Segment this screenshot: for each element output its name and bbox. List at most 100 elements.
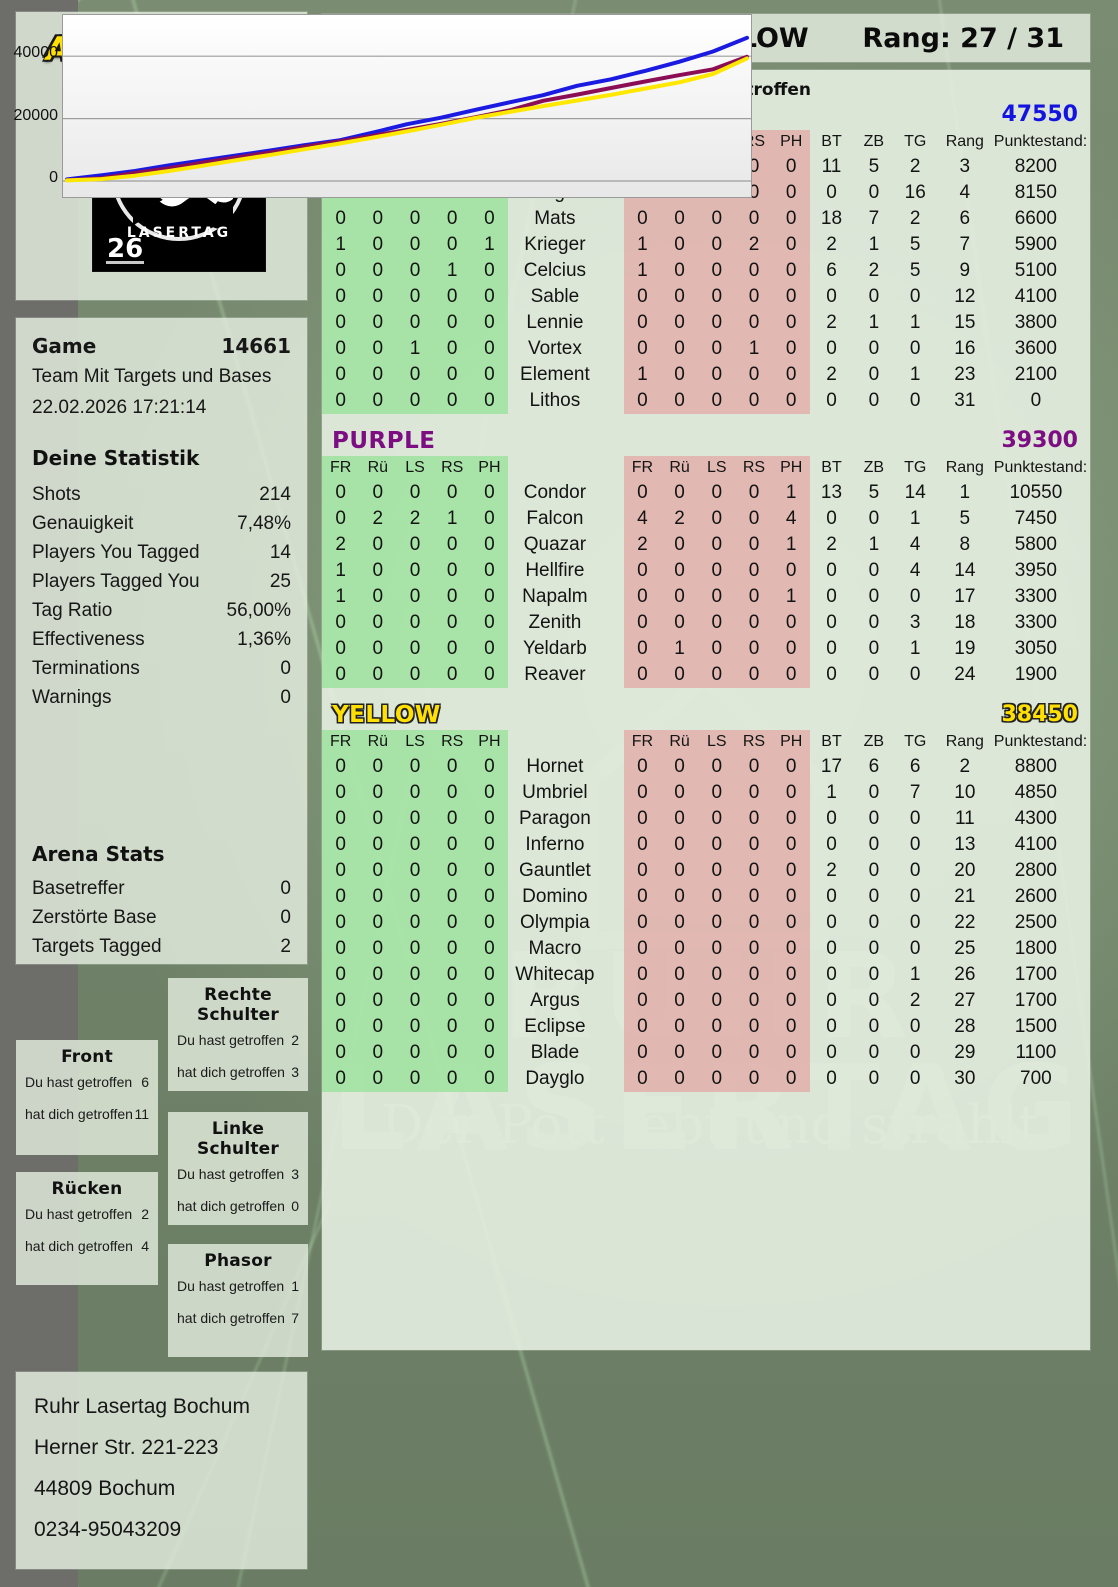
cell-hit: 0 — [433, 388, 471, 414]
table-row[interactable]: 0 0 0 0 0 Reaver 0 0 0 0 0 0 0 0 24 1900 — [322, 662, 1090, 688]
cell-hit: 0 — [322, 910, 360, 936]
cell-hit: 1 — [322, 232, 360, 258]
cell-got: 0 — [772, 806, 810, 832]
table-row[interactable]: 0 0 0 0 0 Dayglo 0 0 0 0 0 0 0 0 30 700 — [322, 1066, 1090, 1092]
cell-hit: 0 — [359, 910, 397, 936]
cell-score: 6600 — [1014, 208, 1058, 229]
cell-score: 2100 — [1014, 364, 1058, 385]
col-TG: TG — [904, 733, 927, 750]
cell-bt: 0 — [826, 638, 837, 659]
table-row[interactable]: 0 0 0 0 0 Macro 0 0 0 0 0 0 0 0 25 1800 — [322, 936, 1090, 962]
cell-hit: 0 — [396, 388, 434, 414]
cell-hit: 0 — [433, 936, 471, 962]
cell-hit: 0 — [396, 636, 434, 662]
table-row[interactable]: 0 0 0 0 0 Gauntlet 0 0 0 0 0 2 0 0 20 2800 — [322, 858, 1090, 884]
cell-got: 0 — [772, 780, 810, 806]
cell-player-name: Falcon — [526, 508, 584, 529]
table-row[interactable]: 0 0 0 0 0 Zenith 0 0 0 0 0 0 0 3 18 3300 — [322, 610, 1090, 636]
stat-value: 2 — [280, 936, 291, 957]
cell-score: 2500 — [1014, 912, 1058, 933]
table-row[interactable]: 0 0 0 0 0 Olympia 0 0 0 0 0 0 0 0 22 2500 — [322, 910, 1090, 936]
col-hit-PH: PH — [470, 730, 509, 754]
cell-tg: 4 — [909, 560, 921, 581]
cell-got: 0 — [772, 858, 810, 884]
cell-zb: 0 — [868, 912, 880, 933]
player-stats-list: Shots 214 Genauigkeit 7,48% Players You … — [32, 480, 291, 712]
cell-got: 0 — [735, 532, 773, 558]
table-row[interactable]: 2 0 0 0 0 Quazar 2 0 0 0 1 2 1 4 8 5800 — [322, 532, 1090, 558]
cell-got: 0 — [772, 388, 810, 414]
cell-got: 0 — [698, 558, 736, 584]
cell-zb: 0 — [868, 938, 880, 959]
cell-hit: 1 — [396, 336, 434, 362]
cell-got: 0 — [698, 1014, 736, 1040]
cell-tg: 0 — [909, 286, 921, 307]
table-row[interactable]: 0 2 2 1 0 Falcon 4 2 0 0 4 0 0 1 5 7450 — [322, 506, 1090, 532]
cell-hit: 0 — [470, 780, 509, 806]
cell-got: 0 — [772, 884, 810, 910]
zone-hit-label: Du hast getroffen — [25, 1206, 133, 1222]
cell-got: 0 — [698, 884, 736, 910]
cell-hit: 0 — [322, 754, 360, 780]
cell-hit: 0 — [433, 858, 471, 884]
cell-score: 1500 — [1014, 1016, 1058, 1037]
table-row[interactable]: 0 0 0 0 0 Lithos 0 0 0 0 0 0 0 0 31 0 — [322, 388, 1090, 414]
table-row[interactable]: 1 0 0 0 0 Hellfire 0 0 0 0 0 0 0 4 14 3950 — [322, 558, 1090, 584]
cell-score: 3600 — [1014, 338, 1058, 359]
table-row[interactable]: 0 0 0 0 0 Mats 0 0 0 0 0 18 7 2 6 6600 — [322, 206, 1090, 232]
cell-got: 0 — [623, 1066, 661, 1092]
cell-player-name: Sable — [530, 286, 580, 307]
table-row[interactable]: 0 0 0 0 0 Domino 0 0 0 0 0 0 0 0 21 2600 — [322, 884, 1090, 910]
table-row[interactable]: 0 0 0 0 0 Yeldarb 0 1 0 0 0 0 0 1 19 3050 — [322, 636, 1090, 662]
table-row[interactable]: 0 0 0 0 0 Inferno 0 0 0 0 0 0 0 0 13 4100 — [322, 832, 1090, 858]
table-row[interactable]: 0 0 0 0 0 Paragon 0 0 0 0 0 0 0 0 11 4300 — [322, 806, 1090, 832]
table-row[interactable]: 1 0 0 0 0 Napalm 0 0 0 0 1 0 0 0 17 3300 — [322, 584, 1090, 610]
cell-hit: 0 — [322, 610, 360, 636]
address-line: 0234-95043209 — [34, 1518, 182, 1541]
cell-zb: 7 — [868, 208, 880, 229]
table-row[interactable]: 0 0 1 0 0 Vortex 0 0 0 1 0 0 0 0 16 3600 — [322, 336, 1090, 362]
cell-got: 0 — [623, 884, 661, 910]
table-row[interactable]: 0 0 0 0 0 Hornet 0 0 0 0 0 17 6 6 2 8800 — [322, 754, 1090, 780]
stat-label: Effectiveness — [32, 629, 145, 650]
cell-zb: 1 — [868, 312, 880, 333]
table-row[interactable]: 0 0 0 0 0 Eclipse 0 0 0 0 0 0 0 0 28 1500 — [322, 1014, 1090, 1040]
table-row[interactable]: 0 0 0 0 0 Condor 0 0 0 0 1 13 5 14 1 10550 — [322, 480, 1090, 506]
team-total-score: 47550 — [1001, 102, 1078, 127]
cell-player-name: Olympia — [520, 912, 590, 933]
cell-got: 4 — [772, 506, 810, 532]
col-punktestand: Punktestand: — [993, 133, 1088, 150]
cell-hit: 0 — [470, 310, 509, 336]
cell-tg: 5 — [909, 234, 921, 255]
cell-hit: 0 — [396, 662, 434, 688]
cell-zb: 0 — [868, 990, 880, 1011]
cell-score: 3300 — [1014, 612, 1058, 633]
cell-hit: 0 — [359, 806, 397, 832]
table-row[interactable]: 0 0 0 0 0 Argus 0 0 0 0 0 0 0 2 27 1700 — [322, 988, 1090, 1014]
cell-player-name: Hornet — [526, 756, 584, 777]
cell-tg: 0 — [909, 1016, 921, 1037]
table-row[interactable]: 0 0 0 0 0 Blade 0 0 0 0 0 0 0 0 29 1100 — [322, 1040, 1090, 1066]
table-row[interactable]: 0 0 0 0 0 Lennie 0 0 0 0 0 2 1 1 15 3800 — [322, 310, 1090, 336]
cell-got: 0 — [660, 832, 699, 858]
cell-hit: 0 — [396, 284, 434, 310]
zone-hit-row: Du hast getroffen 2 — [168, 1032, 308, 1048]
cell-hit: 0 — [433, 636, 471, 662]
cell-score: 2600 — [1014, 886, 1058, 907]
cell-hit: 0 — [396, 936, 434, 962]
zone-hit-label: Du hast getroffen — [25, 1074, 133, 1090]
cell-rang: 29 — [954, 1042, 976, 1063]
table-row[interactable]: 1 0 0 0 1 Krieger 1 0 0 2 0 2 1 5 7 5900 — [322, 232, 1090, 258]
cell-player-name: Lennie — [526, 312, 584, 333]
table-row[interactable]: 0 0 0 0 0 Whitecap 0 0 0 0 0 0 0 1 26 1700 — [322, 962, 1090, 988]
cell-score: 4850 — [1014, 782, 1058, 803]
cell-got: 0 — [772, 206, 810, 232]
col-ZB: ZB — [863, 133, 885, 150]
cell-tg: 0 — [909, 834, 921, 855]
table-row[interactable]: 0 0 0 0 0 Sable 0 0 0 0 0 0 0 0 12 4100 — [322, 284, 1090, 310]
table-row[interactable]: 0 0 0 1 0 Celcius 1 0 0 0 0 6 2 5 9 5100 — [322, 258, 1090, 284]
table-row[interactable]: 0 0 0 0 0 Umbriel 0 0 0 0 0 1 0 7 10 4850 — [322, 780, 1090, 806]
cell-got: 1 — [623, 258, 661, 284]
table-row[interactable]: 0 0 0 0 0 Element 1 0 0 0 0 2 0 1 23 2100 — [322, 362, 1090, 388]
